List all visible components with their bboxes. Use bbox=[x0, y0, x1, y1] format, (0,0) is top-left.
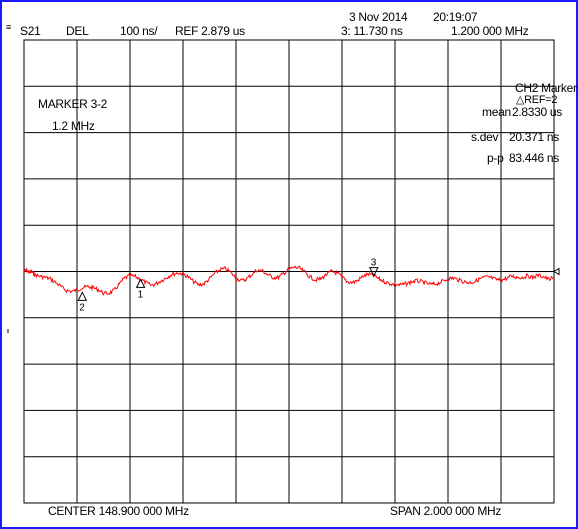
marker-2-triangle bbox=[77, 291, 88, 301]
date-label: 3 Nov 2014 bbox=[349, 10, 408, 24]
channel-label: S21 bbox=[20, 24, 41, 38]
stats-pp-label: p-p bbox=[487, 151, 504, 165]
reference-level-indicator bbox=[553, 267, 560, 276]
stats-mean-label: mean bbox=[482, 105, 511, 119]
span-label: SPAN 2.000 000 MHz bbox=[390, 504, 502, 518]
marker-3-triangle bbox=[368, 267, 379, 277]
stats-pp-value: 83.446 ns bbox=[509, 151, 560, 165]
marker-delta-value: 1.2 MHz bbox=[52, 119, 95, 133]
marker-3-label: 3 bbox=[371, 258, 377, 269]
center-frequency-label: CENTER 148.900 000 MHz bbox=[48, 504, 189, 518]
channel-icon: ≡ bbox=[6, 22, 11, 32]
marker-1-triangle bbox=[135, 278, 146, 288]
scale-label: 100 ns/ bbox=[120, 24, 158, 38]
stats-sdev-value: 20.371 ns bbox=[509, 130, 560, 144]
marker-2-label: 2 bbox=[79, 302, 85, 313]
time-label: 20:19:07 bbox=[433, 10, 478, 24]
stats-mean-value: 2.8330 us bbox=[512, 105, 563, 119]
stats-reference: △REF=2 bbox=[516, 94, 558, 106]
format-label: DEL bbox=[66, 24, 89, 38]
marker-frequency-readout: 1.200 000 MHz bbox=[451, 24, 529, 38]
stats-sdev-label: s.dev bbox=[471, 130, 499, 144]
marker-delta-title: MARKER 3-2 bbox=[38, 97, 108, 111]
marker-1-label: 1 bbox=[138, 289, 144, 300]
active-marker-readout: 3: 11.730 ns bbox=[341, 24, 403, 38]
reference-label: REF 2.879 us bbox=[175, 24, 245, 38]
trace-line bbox=[23, 265, 555, 296]
stats-title: CH2 Markers bbox=[515, 81, 578, 95]
